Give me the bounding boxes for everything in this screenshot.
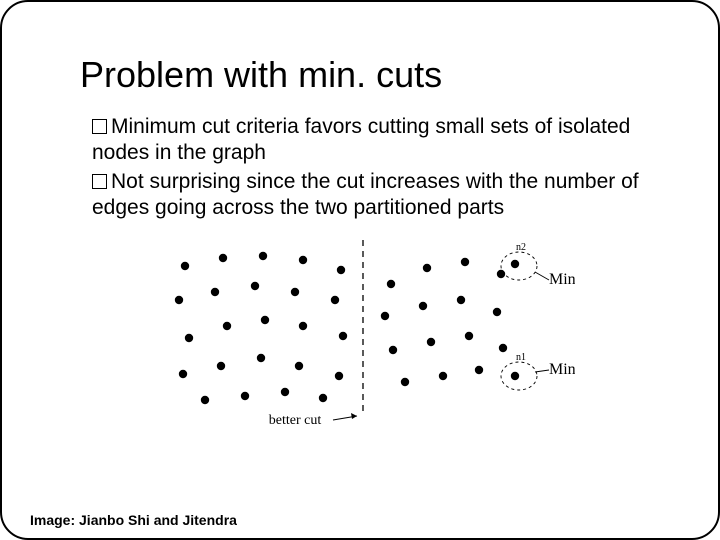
- bullet-list: Minimum cut criteria favors cutting smal…: [92, 114, 658, 220]
- bullet-box-icon: [92, 174, 107, 189]
- svg-text:Min-cut 1: Min-cut 1: [549, 361, 575, 378]
- figure-container: Min-cut 2 n2 Min-cut 1 n1 better cut: [52, 226, 668, 431]
- bullet-item: Minimum cut criteria favors cutting smal…: [92, 114, 658, 165]
- bullet-text: Not surprising since the cut increases w…: [92, 170, 639, 219]
- svg-text:Min-cut 2: Min-cut 2: [549, 271, 575, 288]
- slide-frame: Problem with min. cuts Minimum cut crite…: [0, 0, 720, 540]
- svg-text:better cut: better cut: [269, 413, 322, 426]
- slide-title: Problem with min. cuts: [80, 54, 668, 96]
- mincut-diagram: Min-cut 2 n2 Min-cut 1 n1 better cut: [145, 226, 575, 426]
- svg-text:n2: n2: [516, 242, 526, 253]
- image-credit: Image: Jianbo Shi and Jitendra: [30, 512, 237, 528]
- bullet-item: Not surprising since the cut increases w…: [92, 169, 658, 220]
- bullet-text: Minimum cut criteria favors cutting smal…: [92, 115, 630, 164]
- svg-text:n1: n1: [516, 352, 526, 363]
- bullet-box-icon: [92, 119, 107, 134]
